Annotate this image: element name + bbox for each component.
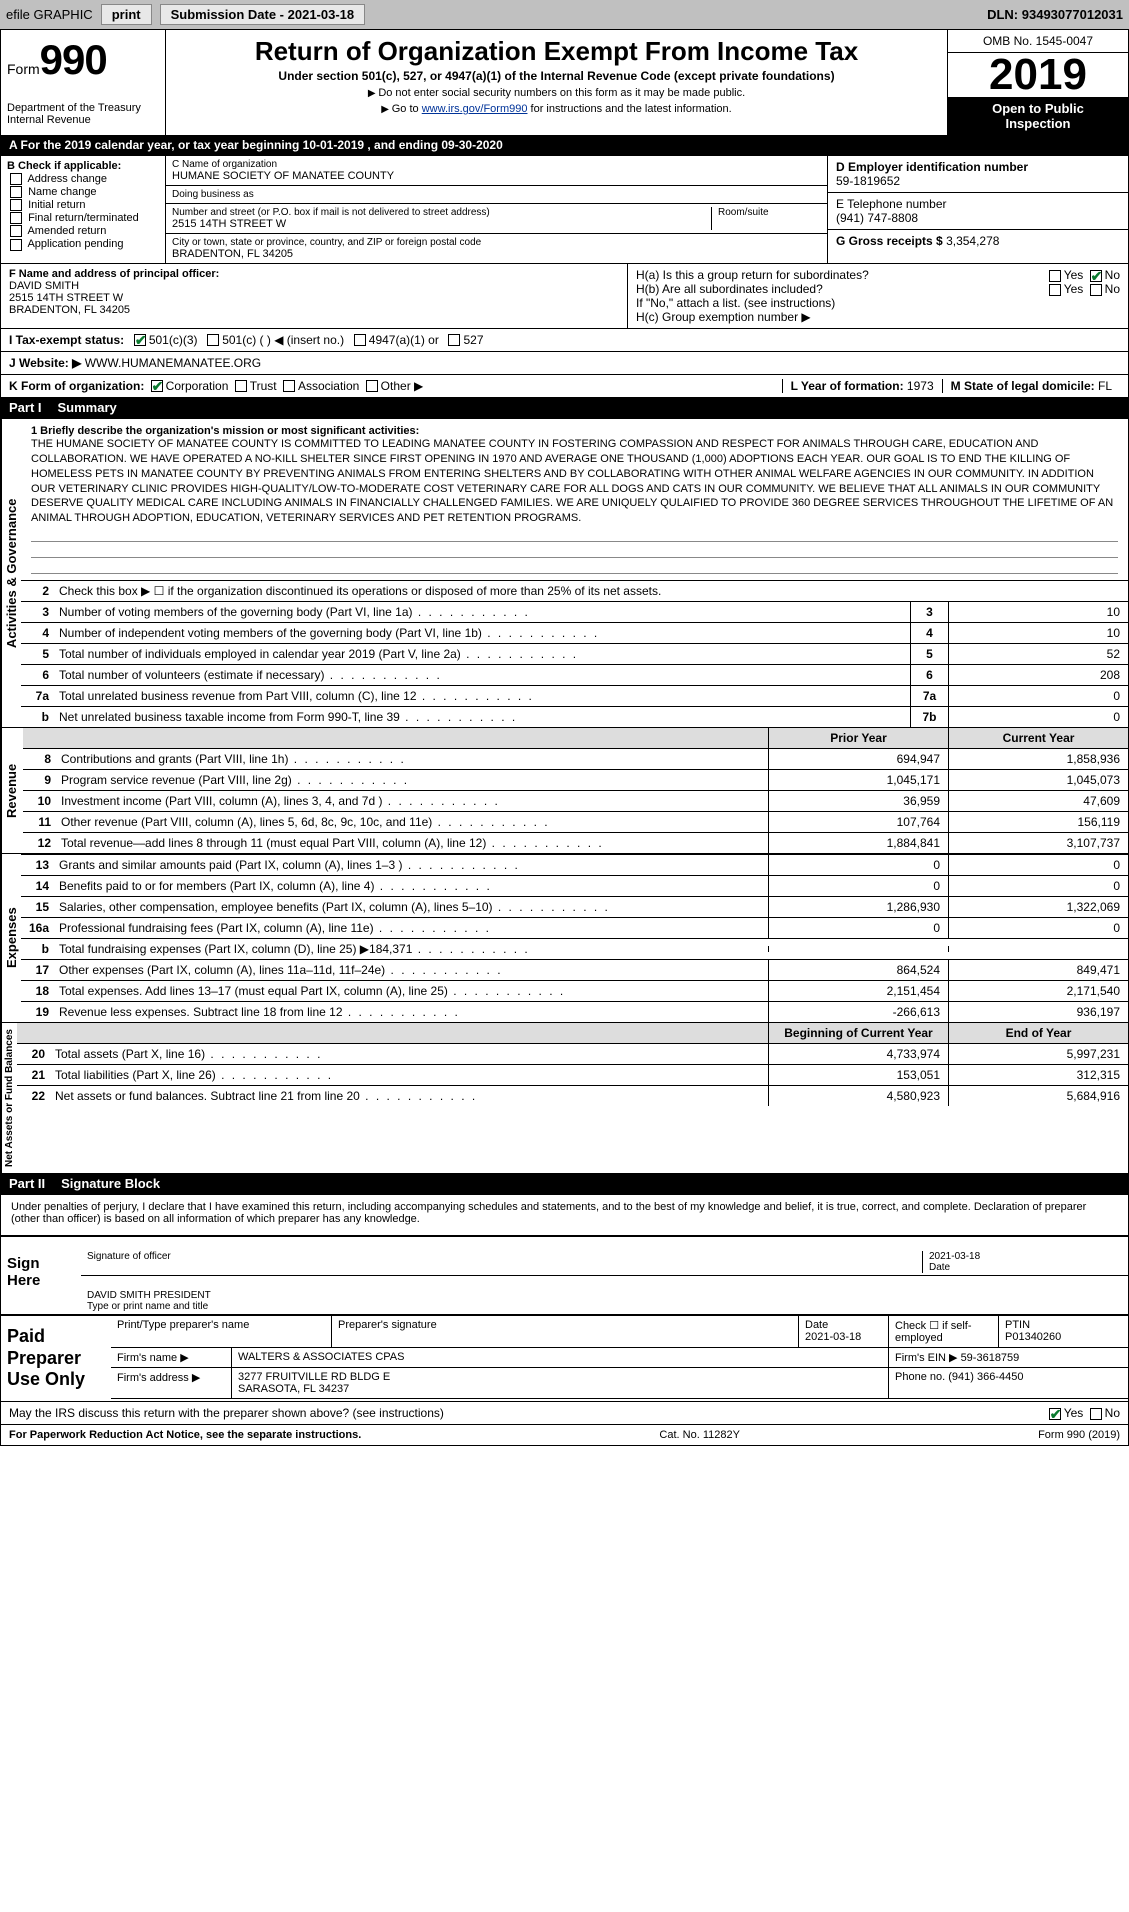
identification-grid: B Check if applicable: Address change Na… bbox=[1, 155, 1128, 263]
part1-header: Part I Summary bbox=[1, 397, 1128, 418]
check-501c[interactable] bbox=[207, 334, 219, 346]
check-initial[interactable]: Initial return bbox=[7, 199, 159, 211]
box-g: G Gross receipts $ 3,354,278 bbox=[828, 230, 1128, 252]
box-h: H(a) Is this a group return for subordin… bbox=[628, 264, 1128, 328]
discuss-no[interactable] bbox=[1090, 1408, 1102, 1420]
box-c: C Name of organization HUMANE SOCIETY OF… bbox=[166, 156, 828, 263]
check-name[interactable]: Name change bbox=[7, 186, 159, 198]
table-row: 20Total assets (Part X, line 16)4,733,97… bbox=[17, 1043, 1128, 1064]
tax-year: 2019 bbox=[948, 53, 1128, 97]
org-name: HUMANE SOCIETY OF MANATEE COUNTY bbox=[172, 170, 821, 182]
expenses-section: Expenses 13Grants and similar amounts pa… bbox=[1, 853, 1128, 1022]
dept-treasury: Department of the Treasury Internal Reve… bbox=[7, 102, 159, 126]
state-domicile: FL bbox=[1098, 379, 1112, 393]
period-bar: A For the 2019 calendar year, or tax yea… bbox=[1, 135, 1128, 155]
officer-name: DAVID SMITH PRESIDENT bbox=[87, 1290, 211, 1301]
perjury-text: Under penalties of perjury, I declare th… bbox=[1, 1194, 1128, 1231]
table-row: 22Net assets or fund balances. Subtract … bbox=[17, 1085, 1128, 1106]
table-row: 16aProfessional fundraising fees (Part I… bbox=[21, 917, 1128, 938]
side-expenses: Expenses bbox=[1, 854, 21, 1022]
table-row: 15Salaries, other compensation, employee… bbox=[21, 896, 1128, 917]
mission-text: THE HUMANE SOCIETY OF MANATEE COUNTY IS … bbox=[31, 437, 1118, 526]
paid-preparer: Paid Preparer Use Only Print/Type prepar… bbox=[1, 1314, 1128, 1401]
table-row: 3Number of voting members of the governi… bbox=[21, 601, 1128, 622]
sign-here: Sign Here Signature of officer 2021-03-1… bbox=[1, 1235, 1128, 1314]
table-row: 8Contributions and grants (Part VIII, li… bbox=[23, 748, 1128, 769]
irs-link[interactable]: www.irs.gov/Form990 bbox=[422, 103, 528, 115]
gross-receipts: 3,354,278 bbox=[946, 234, 999, 248]
check-amended[interactable]: Amended return bbox=[7, 225, 159, 237]
discuss-row: May the IRS discuss this return with the… bbox=[1, 1401, 1128, 1424]
box-f: F Name and address of principal officer:… bbox=[1, 264, 628, 328]
print-button[interactable]: print bbox=[101, 4, 152, 25]
table-row: 4Number of independent voting members of… bbox=[21, 622, 1128, 643]
form-title: Return of Organization Exempt From Incom… bbox=[172, 36, 941, 67]
efile-label: efile GRAPHIC bbox=[6, 7, 93, 22]
dln: DLN: 93493077012031 bbox=[987, 7, 1123, 22]
side-revenue: Revenue bbox=[1, 728, 23, 853]
table-row: 9Program service revenue (Part VIII, lin… bbox=[23, 769, 1128, 790]
table-row: 12Total revenue—add lines 8 through 11 (… bbox=[23, 832, 1128, 853]
table-row: bNet unrelated business taxable income f… bbox=[21, 706, 1128, 727]
city: BRADENTON, FL 34205 bbox=[172, 248, 821, 260]
box-b: B Check if applicable: Address change Na… bbox=[1, 156, 166, 263]
firm-phone: (941) 366-4450 bbox=[948, 1371, 1023, 1383]
check-pending[interactable]: Application pending bbox=[7, 238, 159, 250]
website: WWW.HUMANEMANATEE.ORG bbox=[85, 356, 261, 370]
check-assoc[interactable] bbox=[283, 380, 295, 392]
table-row: 21Total liabilities (Part X, line 26)153… bbox=[17, 1064, 1128, 1085]
table-row: 5Total number of individuals employed in… bbox=[21, 643, 1128, 664]
side-netassets: Net Assets or Fund Balances bbox=[1, 1023, 17, 1173]
website-row: J Website: ▶ WWW.HUMANEMANATEE.ORG bbox=[1, 351, 1128, 374]
k-row: K Form of organization: Corporation Trus… bbox=[1, 374, 1128, 397]
check-other[interactable] bbox=[366, 380, 378, 392]
tax-status-row: I Tax-exempt status: 501(c)(3) 501(c) ( … bbox=[1, 328, 1128, 351]
table-row: bTotal fundraising expenses (Part IX, co… bbox=[21, 938, 1128, 959]
box-e: E Telephone number (941) 747-8808 bbox=[828, 193, 1128, 230]
table-row: 11Other revenue (Part VIII, column (A), … bbox=[23, 811, 1128, 832]
table-row: 17Other expenses (Part IX, column (A), l… bbox=[21, 959, 1128, 980]
form-subtitle: Under section 501(c), 527, or 4947(a)(1)… bbox=[172, 69, 941, 83]
page-footer: For Paperwork Reduction Act Notice, see … bbox=[1, 1424, 1128, 1445]
check-final[interactable]: Final return/terminated bbox=[7, 212, 159, 224]
ptin: P01340260 bbox=[1005, 1331, 1061, 1343]
submission-date: Submission Date - 2021-03-18 bbox=[160, 4, 366, 25]
summary-section: Activities & Governance 1 Briefly descri… bbox=[1, 418, 1128, 727]
table-row: 14Benefits paid to or for members (Part … bbox=[21, 875, 1128, 896]
check-trust[interactable] bbox=[235, 380, 247, 392]
firm-name: WALTERS & ASSOCIATES CPAS bbox=[231, 1348, 888, 1367]
ein: 59-1819652 bbox=[836, 174, 900, 188]
top-bar: efile GRAPHIC print Submission Date - 20… bbox=[0, 0, 1129, 29]
firm-ein: 59-3618759 bbox=[961, 1352, 1020, 1364]
check-527[interactable] bbox=[448, 334, 460, 346]
check-corp[interactable] bbox=[151, 380, 163, 392]
form-number: Form990 bbox=[7, 36, 159, 84]
check-address[interactable]: Address change bbox=[7, 173, 159, 185]
table-row: 7aTotal unrelated business revenue from … bbox=[21, 685, 1128, 706]
table-row: 19Revenue less expenses. Subtract line 1… bbox=[21, 1001, 1128, 1022]
box-d: D Employer identification number 59-1819… bbox=[828, 156, 1128, 193]
table-row: 10Investment income (Part VIII, column (… bbox=[23, 790, 1128, 811]
sign-date: 2021-03-18 bbox=[929, 1251, 980, 1262]
street: 2515 14TH STREET W bbox=[172, 218, 711, 230]
check-4947[interactable] bbox=[354, 334, 366, 346]
year-formation: 1973 bbox=[907, 379, 934, 393]
table-row: 6Total number of volunteers (estimate if… bbox=[21, 664, 1128, 685]
f-h-row: F Name and address of principal officer:… bbox=[1, 263, 1128, 328]
revenue-section: Revenue Prior Year Current Year 8Contrib… bbox=[1, 727, 1128, 853]
check-501c3[interactable] bbox=[134, 334, 146, 346]
table-row: 13Grants and similar amounts paid (Part … bbox=[21, 854, 1128, 875]
form-header: Form990 Department of the Treasury Inter… bbox=[1, 30, 1128, 135]
table-row: 18Total expenses. Add lines 13–17 (must … bbox=[21, 980, 1128, 1001]
discuss-yes[interactable] bbox=[1049, 1408, 1061, 1420]
part2-header: Part II Signature Block bbox=[1, 1173, 1128, 1194]
phone: (941) 747-8808 bbox=[836, 211, 918, 225]
side-activities: Activities & Governance bbox=[1, 419, 21, 727]
goto-note: Go to www.irs.gov/Form990 for instructio… bbox=[172, 103, 941, 115]
netassets-section: Net Assets or Fund Balances Beginning of… bbox=[1, 1022, 1128, 1173]
ssn-note: Do not enter social security numbers on … bbox=[172, 87, 941, 99]
open-to-public: Open to Public Inspection bbox=[948, 97, 1128, 135]
